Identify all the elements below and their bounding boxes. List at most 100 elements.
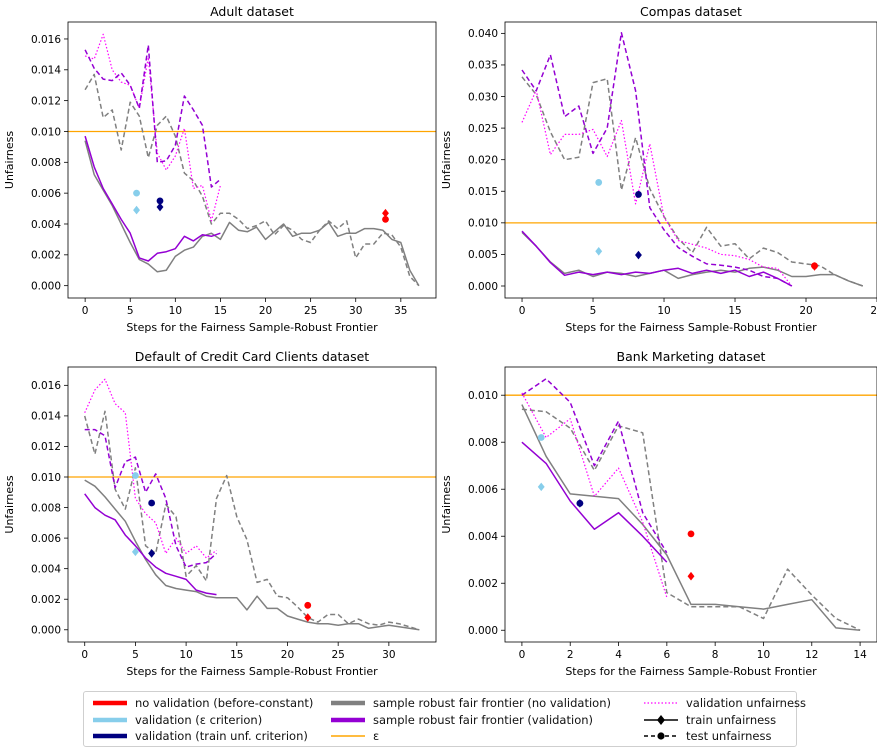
series-validation-unfairness [521,392,668,598]
plot-area [505,31,877,287]
y-tick-label: 0.010 [468,390,498,402]
legend-label: sample robust fair frontier (validation) [373,712,593,727]
marker-validation-eps-test [133,189,140,197]
marker-no-validation-test [382,215,389,223]
y-tick-label: 0.004 [31,563,61,575]
chart-panel-1: Adult dataset Steps for the Fairness Samp… [3,4,437,334]
legend-swatch [644,730,678,742]
y-tick-label: 0.002 [31,250,61,262]
legend-item-val-unf: validation unfairness [644,695,806,712]
x-tick-label: 2 [567,649,574,661]
y-tick-label: 0.010 [31,126,61,138]
x-tick-label: 12 [805,649,818,661]
x-tick-label: 10 [169,305,182,317]
legend-column: validation unfairness train unfairness tes… [644,695,806,745]
x-tick-label: 10 [179,649,192,661]
legend-item-test-unf: test unfairness [644,728,806,745]
y-tick-label: 0.014 [31,65,61,77]
marker-validation-train-train [148,549,156,558]
legend-item-val-eps: validation (ε criterion) [93,712,313,729]
legend-column: no validation (before-constant) validatio… [93,695,313,745]
y-tick-label: 0.008 [31,502,61,514]
legend-label: no validation (before-constant) [135,696,314,711]
x-tick-label: 14 [853,649,867,661]
legend-swatch [331,714,365,726]
y-tick-label: 0.025 [468,123,498,135]
figure: Adult dataset Steps for the Fairness Samp… [3,4,877,678]
x-tick-label: 8 [712,649,719,661]
x-tick-label: 35 [394,305,407,317]
y-tick-label: 0.016 [31,34,61,46]
y-tick-label: 0.035 [468,60,498,72]
marker-validation-eps-train [537,482,545,492]
y-tick-label: 0.000 [468,281,498,293]
x-tick-label: 20 [281,649,294,661]
x-tick-label: 0 [81,649,88,661]
axes-frame [504,366,877,643]
y-tick-label: 0.015 [468,186,498,198]
series-frontier-no-validation-train [84,479,420,631]
x-tick-label: 15 [214,305,227,317]
y-tick-label: 0.010 [468,218,498,230]
y-tick-label: 0.000 [468,625,498,637]
x-tick-label: 15 [230,649,243,661]
y-tick-label: 0.005 [468,249,498,261]
x-tick-label: 10 [657,305,670,317]
series-frontier-validation-test [521,378,668,554]
marker-no-validation-test [687,530,695,538]
legend-label: ε [373,729,380,744]
x-axis-label: Steps for the Fairness Sample-Robust Fro… [126,665,378,678]
marker-no-validation-test [304,601,312,609]
legend-swatch [331,697,365,709]
marker-no-validation-train [304,613,312,622]
legend-item-srf-noval: sample robust fair frontier (no validati… [331,695,611,712]
plot-area [68,33,436,287]
marker-no-validation-train [382,208,389,218]
series-frontier-no-validation-train [521,404,861,631]
y-tick-label: 0.002 [468,578,498,590]
chart-panel-4: Bank Marketing dataset Steps for the Fair… [440,349,877,678]
marker-validation-train-test [635,191,642,198]
x-tick-label: 6 [664,649,671,661]
y-axis-label: Unfairness [3,131,16,189]
series-frontier-no-validation-test [83,410,420,631]
legend-swatch [93,697,127,709]
marker-validation-train-train [156,202,164,212]
series-frontier-validation-test [84,44,221,188]
x-tick-label: 5 [132,649,139,661]
legend-item-val-train: validation (train unf. criterion) [93,728,313,745]
y-tick-label: 0.010 [31,472,61,484]
x-tick-label: 20 [259,305,272,317]
x-axis-label: Steps for the Fairness Sample-Robust Fro… [565,321,817,334]
legend-label: validation unfairness [686,696,807,711]
x-tick-label: 25 [304,305,317,317]
x-tick-label: 30 [382,649,395,661]
series-frontier-validation-test [521,31,793,287]
marker-validation-eps-train [595,246,603,256]
y-tick-label: 0.008 [31,157,61,169]
legend-label: sample robust fair frontier (no validati… [373,696,611,711]
marker-no-validation-train [687,571,695,581]
legend-item-srf-val: sample robust fair frontier (validation) [331,712,611,729]
marker-validation-eps-test [132,472,139,479]
y-tick-label: 0.016 [31,380,61,392]
marker-no-validation-train [811,262,818,271]
legend-item-eps: ε [331,728,611,745]
x-tick-label: 20 [799,305,812,317]
x-tick-label: 0 [519,305,526,317]
y-axis-label: Unfairness [3,475,16,533]
series-frontier-validation-train [84,493,217,596]
legend: no validation (before-constant) validatio… [83,691,806,747]
x-tick-label: 5 [127,305,134,317]
y-tick-label: 0.006 [468,484,498,496]
y-tick-label: 0.014 [31,411,61,423]
x-tick-label: 25 [870,305,877,317]
marker-validation-train-test [148,499,156,507]
series-frontier-validation-train [521,441,668,563]
series-frontier-validation-test [84,428,218,568]
x-tick-label: 10 [757,649,770,661]
y-tick-label: 0.004 [31,219,61,231]
chart-title: Bank Marketing dataset [617,349,766,364]
marker-validation-eps-train [133,205,140,215]
y-tick-label: 0.012 [31,441,61,453]
